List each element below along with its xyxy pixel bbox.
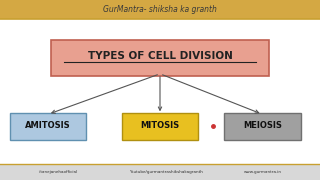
Text: GurMantra- shiksha ka granth: GurMantra- shiksha ka granth (103, 5, 217, 14)
FancyBboxPatch shape (0, 0, 320, 19)
FancyBboxPatch shape (51, 40, 269, 76)
Text: AMITOSIS: AMITOSIS (25, 122, 71, 130)
Text: www.gurmantra.in: www.gurmantra.in (244, 170, 281, 174)
Text: MITOSIS: MITOSIS (140, 122, 180, 130)
FancyBboxPatch shape (122, 112, 198, 140)
FancyBboxPatch shape (0, 164, 320, 180)
Text: /tanejanehaofficial: /tanejanehaofficial (38, 170, 77, 174)
FancyBboxPatch shape (10, 112, 86, 140)
Text: TYPES OF CELL DIVISION: TYPES OF CELL DIVISION (88, 51, 232, 61)
Text: Youtube/gurmantrashikshakagranth: Youtube/gurmantrashikshakagranth (130, 170, 203, 174)
FancyBboxPatch shape (224, 112, 301, 140)
Text: MEIOSIS: MEIOSIS (243, 122, 282, 130)
